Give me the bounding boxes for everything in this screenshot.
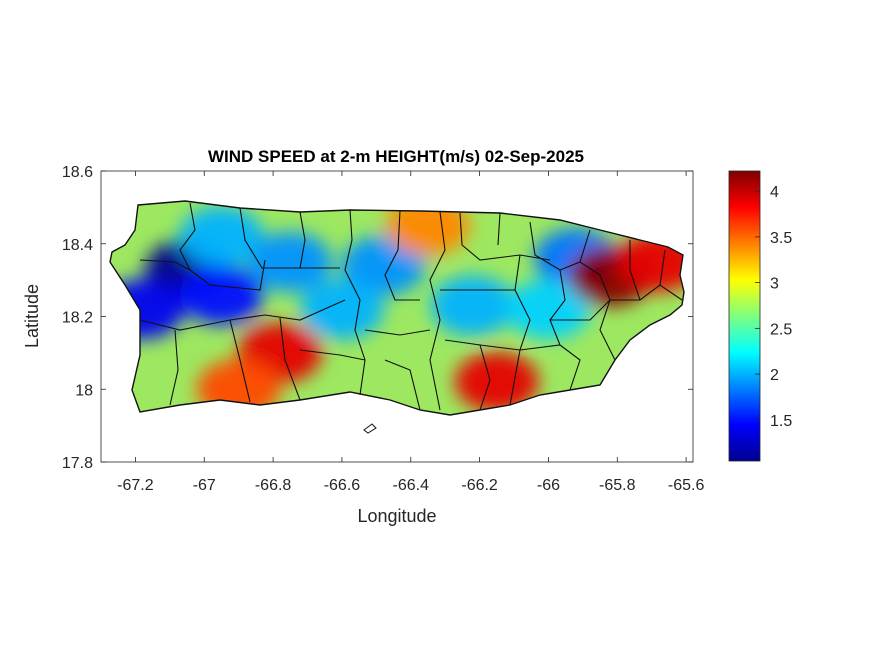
y-tick-label: 17.8 (62, 455, 93, 472)
boundary-line (279, 317, 301, 401)
x-axis: -67.2 -67 -66.8 -66.6 -66.4 -66.2 -66 -65.8 -65.… (117, 171, 704, 494)
island-coastline (109, 200, 685, 416)
wind-speed-field (110, 201, 684, 415)
y-axis: 18.6 18.4 18.2 18 17.8 (62, 164, 693, 472)
x-tick-label: -66.6 (324, 477, 361, 494)
chart-title: WIND SPEED at 2-m HEIGHT(m/s) 02-Sep-202… (208, 147, 584, 166)
boundary-line (139, 299, 346, 331)
field-value-patch (299, 279, 384, 340)
boundary-line (497, 212, 501, 246)
boundary-line (299, 349, 366, 361)
boundary-line (384, 210, 420, 301)
x-tick-label: -65.6 (668, 477, 705, 494)
field-value-patch (430, 275, 515, 336)
boundary-line (299, 211, 306, 269)
colorbar-tick-label: 2 (770, 367, 779, 384)
x-tick-label: -67 (193, 477, 216, 494)
y-tick-label: 18.6 (62, 164, 93, 181)
boundary-line (550, 299, 611, 321)
x-tick-label: -66.8 (255, 477, 292, 494)
boundary-line (444, 339, 491, 411)
x-axis-label: Longitude (357, 506, 436, 526)
boundary-line (549, 269, 566, 346)
x-tick-label: -65.8 (599, 477, 636, 494)
boundary-line (599, 274, 616, 361)
boundary-line (229, 319, 251, 403)
y-axis-label: Latitude (22, 284, 42, 348)
field-value-patch (506, 279, 591, 340)
boundary-line (384, 359, 421, 411)
y-tick-label: 18 (75, 382, 93, 399)
boundary-line (610, 284, 683, 301)
boundary-line (429, 211, 446, 411)
boundary-line (459, 212, 551, 261)
boundary-line (169, 329, 179, 406)
x-tick-label: -67.2 (117, 477, 154, 494)
x-tick-label: -66.2 (461, 477, 498, 494)
colorbar-tick-label: 2.5 (770, 321, 792, 338)
y-tick-label: 18.4 (62, 237, 93, 254)
boundary-line (239, 207, 340, 269)
colorbar-tick-label: 3.5 (770, 230, 792, 247)
boundary-line (579, 229, 591, 263)
municipality-boundaries (109, 200, 685, 416)
colorbar-tick-label: 1.5 (770, 413, 792, 430)
colorbar (728, 170, 761, 462)
colorbar-tick-label: 4 (770, 184, 779, 201)
x-tick-label: -66 (537, 477, 560, 494)
offshore-islet (363, 423, 377, 434)
boundary-line (509, 254, 531, 406)
colorbar-ticks: 1.5 2 2.5 3 3.5 4 (755, 184, 792, 430)
boundary-line (629, 240, 641, 301)
boundary-line (139, 259, 191, 271)
field-value-patch (454, 351, 539, 412)
y-tick-label: 18.2 (62, 310, 93, 327)
field-value-patch (179, 264, 264, 325)
field-value-patch (341, 235, 426, 296)
map-layer (109, 200, 685, 434)
boundary-line (659, 249, 666, 286)
field-value-patch (248, 231, 333, 292)
field-blobs (110, 201, 684, 415)
x-tick-label: -66.4 (393, 477, 430, 494)
colorbar-tick-label: 3 (770, 276, 779, 293)
boundary-line (364, 329, 431, 336)
